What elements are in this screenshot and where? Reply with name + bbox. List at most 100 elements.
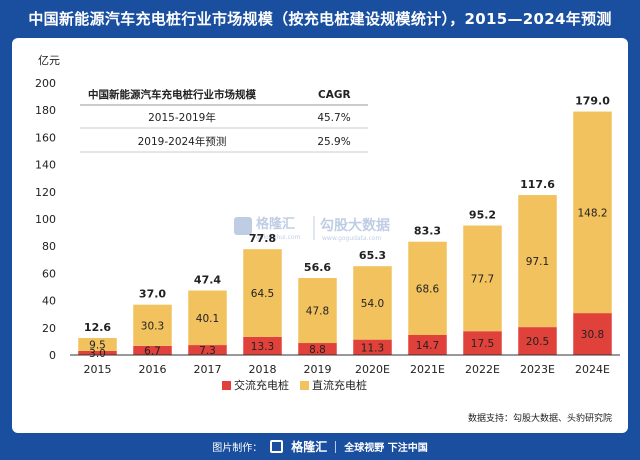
- bar-segment-dc: [353, 266, 392, 340]
- footer-divider: [335, 440, 337, 453]
- data-label-ac: 3.0: [89, 348, 106, 360]
- watermark-brand-sub: gelonghui.com: [256, 234, 301, 241]
- y-tick-label: 180: [35, 104, 56, 117]
- bar-segment-dc: [573, 111, 612, 314]
- x-tick-label: 2021E: [410, 363, 445, 376]
- data-label-ac: 6.7: [144, 345, 161, 357]
- brand-logo-icon: [270, 440, 284, 453]
- x-tick-label: 2024E: [575, 363, 610, 376]
- bar-segment-dc: [298, 278, 337, 344]
- footer-made-by: 图片制作：: [212, 443, 263, 454]
- x-axis: 2015 2016 2017 2018 2019 2020E 2021E 2022E 2023E…: [84, 363, 611, 376]
- y-tick-label: 200: [35, 77, 56, 90]
- data-label-dc: 30.3: [141, 320, 164, 332]
- bars-group: 3.09.5 12.6 6.7 30.3 37.0 7.3 40.1 47.4 13.3 64.5…: [78, 95, 612, 360]
- watermark-brand: 格隆汇: [256, 216, 295, 232]
- data-label-total: 47.4: [194, 274, 221, 287]
- data-label-ac: 8.8: [309, 344, 326, 356]
- watermark-partner: 勾股大数据: [320, 217, 390, 234]
- data-label-ac: 11.3: [361, 342, 384, 354]
- x-tick-label: 2017: [194, 363, 222, 376]
- x-tick-label: 2019: [304, 363, 332, 376]
- bar-segment-ac: [353, 339, 392, 355]
- stacked-bar-chart: 格隆汇 gelonghui.com 勾股大数据 www.gogudata.com…: [35, 54, 620, 424]
- y-tick-label: 140: [35, 159, 56, 172]
- watermark-partner-sub: www.gogudata.com: [322, 235, 382, 242]
- bar-segment-ac: [298, 343, 337, 355]
- bar-segment-ac: [573, 313, 612, 355]
- x-tick-label: 2016: [139, 363, 167, 376]
- x-tick-label: 2023E: [520, 363, 555, 376]
- bar-segment-dc: [188, 290, 227, 346]
- data-label-total: 95.2: [469, 209, 496, 222]
- watermark-logo-icon: [234, 217, 252, 235]
- y-tick-label: 0: [49, 349, 56, 362]
- legend-label-dc: 直流充电桩: [312, 378, 367, 392]
- bar-segment-ac: [243, 336, 282, 355]
- cagr-table-header-label: 中国新能源汽车充电桩行业市场规模: [88, 88, 256, 101]
- data-label-dc: 148.2: [577, 207, 607, 219]
- cagr-table-row-value: 25.9%: [317, 136, 350, 148]
- cagr-table-row-label: 2019-2024年预测: [138, 135, 227, 148]
- legend-label-ac: 交流充电桩: [234, 378, 289, 392]
- legend: 交流充电桩 直流充电桩: [222, 378, 367, 392]
- y-axis-unit: 亿元: [38, 54, 60, 67]
- footer-slogan: 全球视野 下注中国: [344, 443, 428, 454]
- footer: 图片制作： 格隆汇 全球视野 下注中国: [0, 433, 640, 460]
- bar-segment-ac: [78, 350, 117, 355]
- legend-swatch-dc: [300, 381, 309, 390]
- data-label-ac: 7.3: [199, 345, 216, 357]
- data-label-total: 179.0: [575, 95, 610, 108]
- data-label-total: 83.3: [414, 225, 441, 238]
- data-label-ac: 14.7: [416, 340, 439, 352]
- data-label-total: 56.6: [304, 261, 331, 274]
- data-label-ac: 30.8: [581, 329, 604, 341]
- y-tick-label: 160: [35, 131, 56, 144]
- y-tick-label: 60: [42, 267, 56, 280]
- x-tick-label: 2015: [84, 363, 112, 376]
- data-label-ac: 20.5: [526, 336, 549, 348]
- footer-brand: 格隆汇: [291, 440, 328, 454]
- data-label-dc: 40.1: [196, 313, 219, 325]
- x-tick-label: 2018: [249, 363, 277, 376]
- bar-segment-dc: [78, 338, 117, 351]
- data-label-ac: 17.5: [471, 338, 494, 350]
- data-label-total: 117.6: [520, 178, 555, 191]
- data-label-total: 65.3: [359, 249, 386, 262]
- data-label-dc: 64.5: [251, 288, 274, 300]
- y-tick-label: 120: [35, 186, 56, 199]
- source-note: 数据支持：勾股大数据、头豹研究院: [468, 412, 612, 424]
- bar-segment-ac: [133, 345, 172, 355]
- data-label-dc: 97.1: [526, 256, 549, 268]
- cagr-table-row-label: 2015-2019年: [148, 111, 216, 124]
- y-axis: 0 20 40 60 80 100 120 140 160 180 200: [35, 77, 56, 362]
- y-tick-label: 80: [42, 240, 56, 253]
- data-label-ac: 13.3: [251, 341, 274, 353]
- chart-card: 格隆汇 gelonghui.com 勾股大数据 www.gogudata.com…: [12, 38, 628, 433]
- cagr-table-row-value: 45.7%: [317, 112, 350, 124]
- bar-segment-dc: [518, 195, 557, 328]
- legend-swatch-ac: [222, 381, 231, 390]
- bar-segment-dc: [463, 225, 502, 332]
- cagr-table: 中国新能源汽车充电桩行业市场规模 CAGR 2015-2019年 45.7% 2…: [80, 88, 368, 153]
- y-tick-label: 100: [35, 213, 56, 226]
- y-tick-label: 40: [42, 295, 56, 308]
- x-tick-label: 2020E: [355, 363, 390, 376]
- data-label-dc: 54.0: [361, 298, 384, 310]
- watermark: 格隆汇 gelonghui.com 勾股大数据 www.gogudata.com: [234, 216, 390, 242]
- data-label-dc: 47.8: [306, 306, 329, 318]
- data-label-dc: 68.6: [416, 283, 440, 295]
- y-tick-label: 20: [42, 322, 56, 335]
- data-label-total: 12.6: [84, 321, 111, 334]
- bar-segment-ac: [463, 331, 502, 355]
- data-label-dc: 77.7: [471, 273, 494, 285]
- data-label-total: 37.0: [139, 288, 166, 301]
- bar-segment-ac: [188, 345, 227, 355]
- cagr-table-header-value: CAGR: [318, 89, 351, 101]
- x-tick-label: 2022E: [465, 363, 500, 376]
- data-label-dc: 9.5: [89, 339, 106, 351]
- bar-segment-dc: [243, 249, 282, 337]
- bar-segment-dc: [133, 304, 172, 346]
- bar-segment-dc: [408, 241, 447, 336]
- bar-segment-ac: [408, 335, 447, 355]
